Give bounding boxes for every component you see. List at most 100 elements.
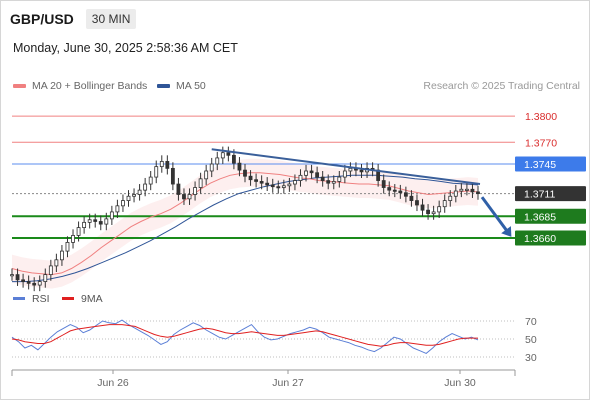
rsi-line (11, 319, 479, 354)
candle-body (293, 180, 297, 185)
level-box-support (515, 230, 586, 246)
candle-body (276, 186, 281, 189)
rsi-tick-label: 70 (525, 316, 537, 328)
candle-body (265, 182, 270, 186)
candle-body (320, 176, 325, 181)
candle-body (109, 211, 114, 220)
credit-label: Research © 2025 Trading Central (423, 80, 580, 92)
candle-body (231, 154, 236, 164)
candle-body (15, 274, 20, 281)
candle-body (154, 166, 159, 178)
candle-body (298, 174, 303, 181)
candle-body (442, 200, 447, 208)
candle-body (309, 170, 314, 174)
candle-body (198, 178, 203, 188)
candle-body (10, 274, 14, 277)
ma50-line (12, 174, 479, 283)
candle-body (381, 180, 386, 188)
candle-body (126, 195, 131, 201)
candle-body (48, 265, 53, 276)
rsi-swatch (13, 297, 25, 300)
candle-body (459, 188, 464, 192)
rsi-panel: 70 50 30 (11, 316, 537, 364)
candle-body (431, 211, 436, 215)
level-label: 1.3745 (524, 159, 556, 171)
projection-arrow-shaft (480, 196, 511, 235)
candle-body (121, 200, 125, 207)
candle-body (220, 152, 225, 159)
legend-ma20: MA 20 + Bollinger Bands (13, 80, 147, 92)
candle-body (137, 189, 142, 195)
level-label: 1.3685 (524, 211, 556, 223)
bollinger-band-fill (12, 158, 478, 289)
candle-body (337, 176, 342, 182)
candle-body (415, 200, 419, 206)
level-box-support (515, 208, 586, 224)
candle-body (76, 227, 81, 236)
level-box-pivot (515, 156, 586, 172)
candle-body (54, 259, 59, 267)
candle-body (426, 209, 430, 215)
candle-body (359, 169, 364, 173)
candle-body (420, 204, 425, 211)
rsi-tick-label: 50 (525, 334, 537, 346)
candle-body (243, 169, 247, 177)
candle-body (398, 190, 403, 194)
candle-body (98, 221, 103, 225)
candle-body (248, 175, 253, 181)
candle-body (304, 170, 308, 176)
candle-body (342, 170, 347, 178)
x-tick-label: Jun 26 (97, 377, 129, 389)
trendline (211, 148, 481, 186)
rsi-ma-line (11, 324, 478, 347)
timeframe-button[interactable]: 30 MIN (85, 9, 137, 29)
candle-body (60, 250, 64, 261)
candle-body (226, 152, 231, 156)
ma20-legend-label: MA 20 + Bollinger Bands (32, 80, 148, 92)
candle-body (148, 176, 153, 185)
candle-body (476, 191, 480, 195)
candle-body (176, 183, 181, 195)
candle-body (165, 161, 170, 169)
level-label: 1.3660 (524, 233, 556, 245)
candle-body (254, 179, 259, 182)
candle-body (215, 157, 220, 165)
candle-body (182, 194, 186, 200)
candle-body (193, 187, 197, 195)
rsi-legend: RSI 9MA (13, 293, 103, 305)
candle-body (392, 189, 397, 192)
candle-body (82, 221, 87, 228)
candle-body (237, 162, 242, 171)
candle-body (287, 183, 292, 187)
candle-body (403, 192, 408, 197)
candle-body (331, 181, 336, 184)
level-label: 1.3711 (524, 189, 555, 201)
candle-body (143, 183, 148, 191)
level-label: 1.3770 (525, 137, 557, 149)
candle-body (437, 206, 442, 213)
ma50-legend-label: MA 50 (176, 80, 206, 92)
price-panel: 1.3800 1.3770 1.3745 1.3711 1.3685 1.3660 (10, 111, 586, 292)
rsi-tick-label: 30 (525, 352, 537, 364)
ma50-swatch (157, 84, 170, 88)
candle-body (32, 282, 37, 286)
candle-body (259, 181, 264, 184)
candle-body (43, 274, 48, 282)
projection-arrow-head (501, 226, 512, 237)
candle-body (65, 241, 70, 252)
candle-body (159, 161, 164, 168)
candle-body (104, 218, 109, 225)
symbol-label[interactable]: GBP/USD (10, 11, 74, 27)
datetime-label: Monday, June 30, 2025 2:58:36 AM CET (13, 41, 238, 55)
candle-body (409, 195, 414, 201)
candle-body (387, 187, 392, 191)
candle-body (470, 188, 475, 193)
legend-ma50: MA 50 (157, 80, 206, 92)
level-box-last (515, 186, 586, 202)
candle-body (93, 219, 98, 222)
time-axis: Jun 26 Jun 27 Jun 30 (11, 369, 516, 389)
rsi-legend-label: RSI (32, 293, 50, 305)
chart-header: GBP/USD 30 MIN (10, 9, 137, 29)
candle-body (132, 194, 136, 197)
candle-body (187, 194, 192, 200)
